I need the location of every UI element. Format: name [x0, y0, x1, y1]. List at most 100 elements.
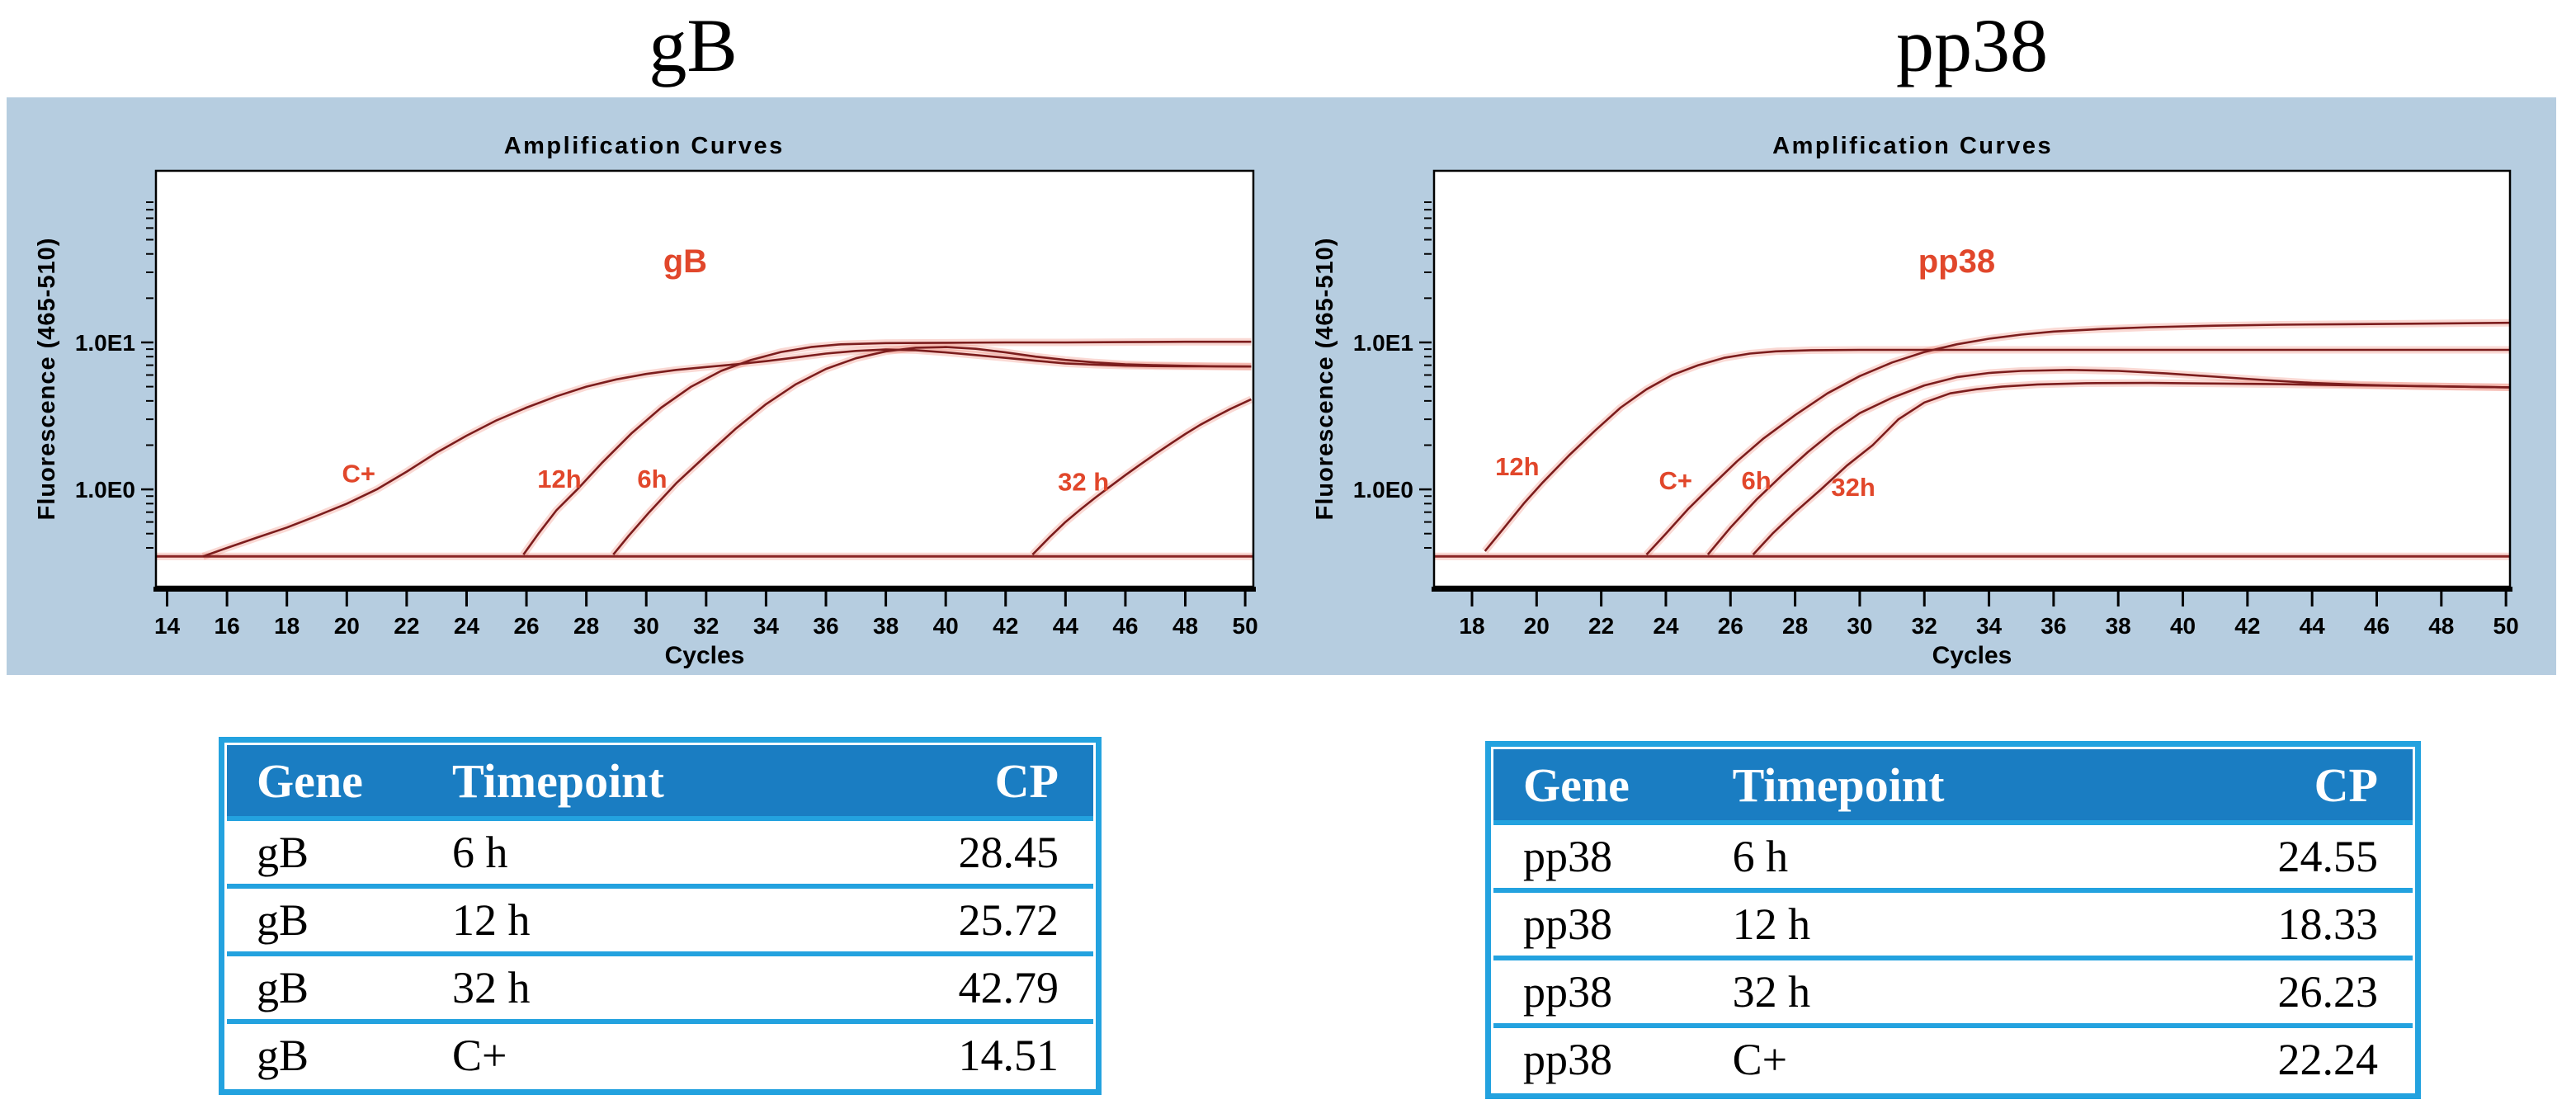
x-tick-label: 40 [2170, 613, 2196, 639]
x-tick-label: 42 [993, 613, 1018, 639]
x-tick-label: 28 [573, 613, 599, 639]
table-row: pp38 6 h 24.55 [1493, 820, 2413, 888]
table-header-cell: CP [994, 753, 1059, 808]
curve-label-gB: gB [663, 243, 707, 280]
x-tick-label: 18 [1459, 613, 1484, 639]
curve-label-C+: C+ [342, 459, 376, 488]
table-cell: pp38 [1523, 832, 1612, 881]
gb-figure-title: gB [649, 3, 738, 87]
table-cell: 24.55 [2277, 832, 2378, 881]
table-cell: 12 h [1732, 899, 1811, 949]
x-tick-label: 22 [394, 613, 419, 639]
y-tick-label: 1.0E0 [1353, 477, 1413, 503]
plot-area [1433, 170, 2511, 588]
y-tick-label: 1.0E1 [75, 330, 135, 356]
x-tick-label: 32 [693, 613, 719, 639]
x-tick-label: 34 [753, 613, 780, 639]
pp38-table-header-row: Gene Timepoint CP [1493, 749, 2413, 820]
x-tick-label: 50 [1233, 613, 1258, 639]
y-tick-label: 1.0E0 [75, 477, 135, 503]
x-tick-label: 48 [1172, 613, 1198, 639]
curve-C+ [202, 348, 1252, 558]
x-tick-label: 46 [2364, 613, 2390, 639]
y-axis-label: Fluorescence (465-510) [1312, 238, 1338, 521]
table-cell: 28.45 [958, 828, 1059, 877]
x-tick-label: 50 [2493, 613, 2519, 639]
x-axis-label: Cycles [665, 642, 745, 669]
table-cell: pp38 [1523, 1035, 1612, 1084]
table-cell: 14.51 [958, 1031, 1059, 1080]
curve-12h [522, 340, 1252, 555]
table-cell: 6 h [452, 828, 508, 877]
gb-table-body: gB 6 h 28.45 gB 12 h 25.72 gB 32 h 42.79 gB C+ 14.5… [227, 816, 1093, 1087]
x-tick-label: 20 [334, 613, 360, 639]
chart-title: Amplification Curves [504, 133, 785, 159]
curve-32h [1752, 381, 2510, 555]
curve-label-pp38: pp38 [1918, 243, 1995, 280]
table-row: gB 6 h 28.45 [227, 816, 1093, 884]
table-cell: 25.72 [958, 895, 1059, 945]
x-tick-label: 18 [274, 613, 300, 639]
table-cell: gB [257, 828, 309, 877]
table-cell: 26.23 [2277, 967, 2378, 1017]
x-tick-label: 48 [2428, 613, 2454, 639]
curve-label-32h: 32h [1831, 473, 1875, 502]
curve-C+ [1645, 321, 2510, 555]
table-header-cell: CP [2314, 757, 2378, 812]
curve-32 h [1031, 398, 1252, 556]
x-tick-label: 16 [215, 613, 240, 639]
table-row: gB C+ 14.51 [227, 1019, 1093, 1087]
table-row: gB 12 h 25.72 [227, 884, 1093, 951]
x-tick-label: 22 [1588, 613, 1614, 639]
table-cell: 22.24 [2277, 1035, 2378, 1084]
table-row: gB 32 h 42.79 [227, 951, 1093, 1019]
table-cell: gB [257, 963, 309, 1012]
table-row: pp38 32 h 26.23 [1493, 956, 2413, 1023]
x-tick-label: 14 [154, 613, 181, 639]
table-cell: 32 h [1732, 967, 1811, 1017]
table-cell: gB [257, 895, 309, 945]
table-header-cell: Timepoint [1732, 757, 1945, 812]
table-header-cell: Timepoint [452, 753, 664, 808]
x-tick-label: 44 [2300, 613, 2326, 639]
pp38-cp-table: Gene Timepoint CP pp38 6 h 24.55 pp38 12 h 18.33… [1485, 741, 2421, 1099]
curve-6h [1706, 369, 2510, 555]
table-row: pp38 12 h 18.33 [1493, 888, 2413, 956]
pp38-plot-svg: 18 20 22 24 26 28 30 32 34 36 38 40 42 44 46 48 50 1.0E1 1… [1312, 133, 2519, 669]
table-cell: 12 h [452, 895, 531, 945]
x-tick-label: 24 [454, 613, 480, 639]
x-tick-label: 24 [1653, 613, 1679, 639]
gb-cp-table: Gene Timepoint CP gB 6 h 28.45 gB 12 h 25.72 gB 32… [219, 737, 1102, 1095]
curve-label-32 h: 32 h [1058, 468, 1109, 497]
x-tick-label: 44 [1053, 613, 1079, 639]
table-cell: gB [257, 1031, 309, 1080]
gb-amplification-chart: 14 16 18 20 22 24 26 28 30 32 34 36 38 40 42 44 46 48 50 1.… [34, 133, 1258, 669]
x-tick-label: 38 [873, 613, 899, 639]
x-tick-label: 46 [1112, 613, 1138, 639]
curve-label-6h: 6h [637, 465, 667, 493]
pp38-figure-title: pp38 [1896, 3, 2048, 87]
table-cell: 42.79 [958, 963, 1059, 1012]
x-tick-label: 36 [2041, 613, 2066, 639]
curve-label-C+: C+ [1658, 466, 1692, 495]
curve-label-12h: 12h [537, 465, 581, 493]
x-tick-label: 40 [933, 613, 959, 639]
x-tick-label: 26 [513, 613, 539, 639]
curve-label-6h: 6h [1742, 466, 1772, 495]
chart-title: Amplification Curves [1772, 133, 2053, 159]
x-tick-label: 36 [813, 613, 838, 639]
x-tick-label: 26 [1718, 613, 1743, 639]
table-row: pp38 C+ 22.24 [1493, 1023, 2413, 1091]
gb-table-header-row: Gene Timepoint CP [227, 745, 1093, 816]
x-tick-label: 42 [2234, 613, 2260, 639]
table-cell: 18.33 [2277, 899, 2378, 949]
x-tick-label: 32 [1912, 613, 1937, 639]
curve-6h [612, 346, 1252, 555]
table-cell: 32 h [452, 963, 531, 1012]
gb-plot-svg: 14 16 18 20 22 24 26 28 30 32 34 36 38 40 42 44 46 48 50 1.… [34, 133, 1258, 669]
curve-label-12h: 12h [1495, 452, 1539, 481]
curve-12h [1484, 348, 2509, 552]
pp38-amplification-chart: 18 20 22 24 26 28 30 32 34 36 38 40 42 44 46 48 50 1.0E1 1… [1312, 133, 2519, 669]
table-cell: C+ [1732, 1035, 1788, 1084]
table-header-cell: Gene [257, 753, 363, 808]
